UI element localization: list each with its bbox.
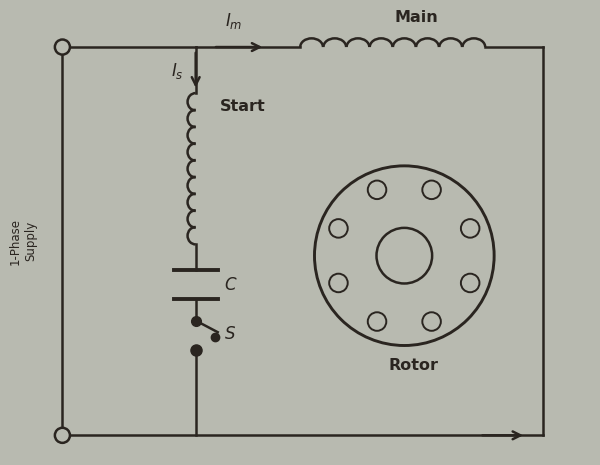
Text: $C$: $C$ (224, 276, 237, 294)
Circle shape (55, 428, 70, 443)
Text: $I_s$: $I_s$ (171, 61, 184, 81)
Circle shape (55, 40, 70, 54)
Text: Start: Start (220, 99, 266, 114)
Text: Rotor: Rotor (388, 358, 438, 373)
Text: Main: Main (394, 10, 438, 25)
Text: 1-Phase
Supply: 1-Phase Supply (9, 218, 37, 265)
Text: $I_m$: $I_m$ (224, 11, 242, 31)
Text: $S$: $S$ (224, 325, 236, 343)
